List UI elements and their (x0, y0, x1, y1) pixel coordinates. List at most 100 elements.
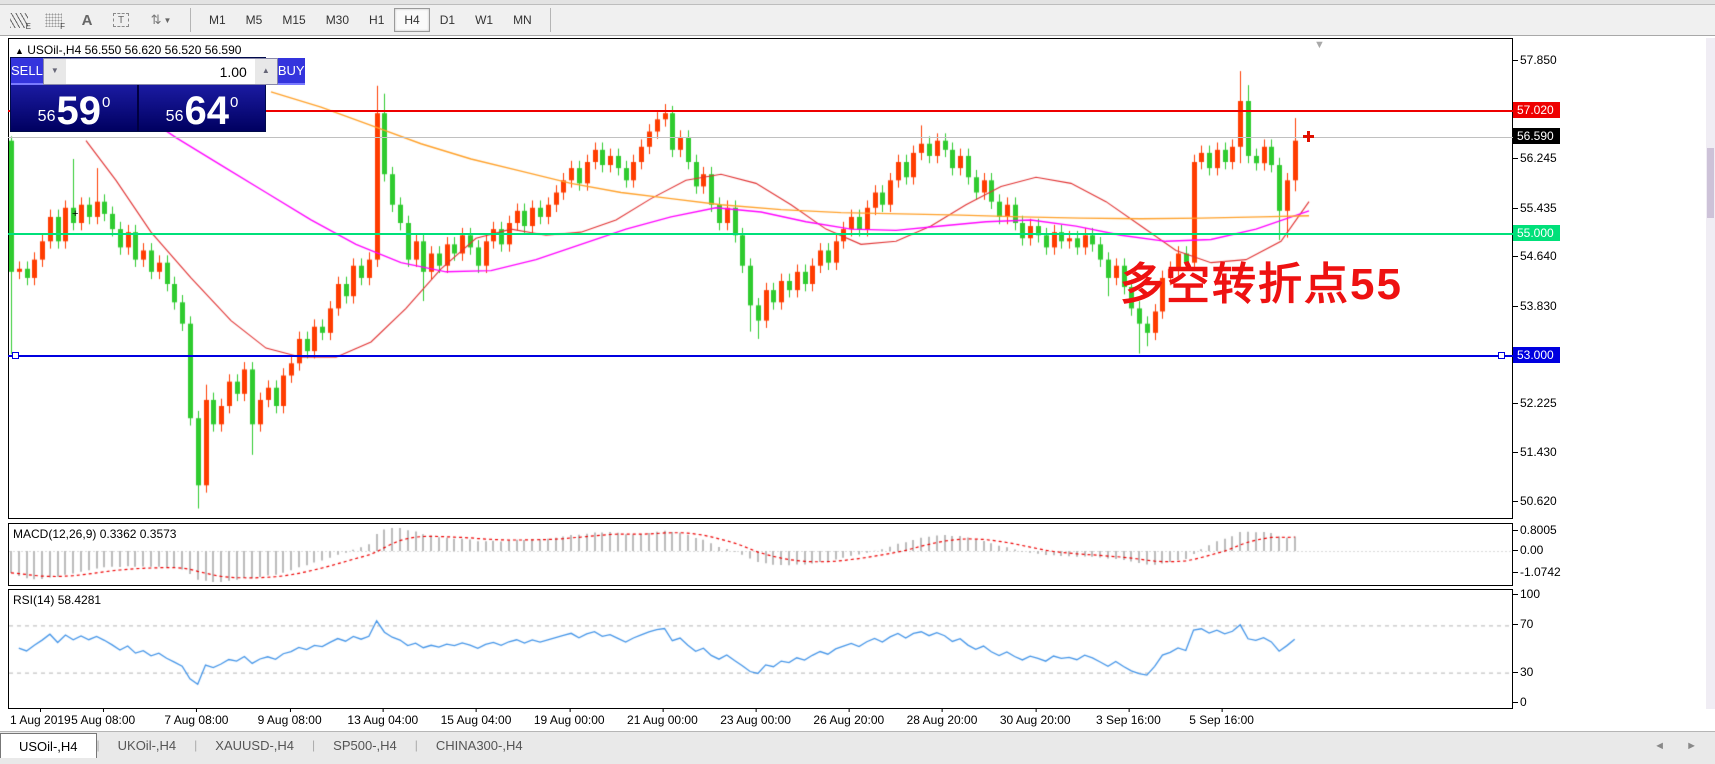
volume-stepper: ▼ ▲ (42, 58, 278, 85)
timeframe-h4[interactable]: H4 (394, 8, 430, 32)
hatch-glyph (10, 12, 28, 28)
price-line-badge: 57.020 (1513, 102, 1560, 118)
time-tick-label: 5 Sep 16:00 (1189, 709, 1254, 727)
chart-tab-xauusd[interactable]: XAUUSD-,H4 (215, 738, 295, 753)
tab-separator: | (194, 738, 198, 752)
price-tick-label: 54.640 (1513, 249, 1557, 264)
chart-tab-usoil[interactable]: USOil-,H4 (0, 733, 97, 758)
upper-toolbar-sliver (0, 0, 1715, 5)
icon-sub-letter: F (60, 22, 65, 31)
vertical-scrollbar[interactable] (1706, 38, 1715, 709)
scrollbar-thumb[interactable] (1707, 148, 1714, 218)
sell-button[interactable]: SELL (11, 58, 43, 85)
timeframe-mn[interactable]: MN (513, 13, 532, 27)
volume-input[interactable] (65, 59, 255, 84)
time-tick-label: 23 Aug 00:00 (720, 709, 791, 727)
chart-tab-ukoil[interactable]: UKOil-,H4 (117, 738, 177, 753)
time-tick-label: 28 Aug 20:00 (906, 709, 978, 727)
chart-tab-bar: USOil-,H4 | UKOil-,H4 | XAUUSD-,H4 | SP500-,H4… (0, 731, 1715, 764)
timeframe-m30[interactable]: M30 (325, 13, 350, 27)
time-tick-label: 7 Aug 08:00 (164, 709, 229, 727)
macd-panel: MACD(12,26,9) 0.3362 0.3573 (8, 523, 1513, 586)
buy-price-box[interactable]: 56 64 0 (139, 85, 265, 131)
rsi-axis-label: 70 (1512, 617, 1534, 632)
tabs-scroll-left-icon[interactable]: ◄ (1654, 740, 1666, 752)
time-tick-label: 26 Aug 20:00 (813, 709, 885, 727)
rsi-panel: RSI(14) 58.4281 (8, 589, 1513, 709)
rsi-label: RSI(14) 58.4281 (13, 593, 101, 607)
price-arrow-marker-icon[interactable] (1303, 131, 1314, 142)
price-tick-label: 56.245 (1513, 151, 1557, 166)
line-drag-handle[interactable] (12, 352, 19, 360)
time-tick-label: 13 Aug 04:00 (347, 709, 419, 727)
chart-annotation-text: 多空转折点55 (1120, 260, 1403, 309)
chart-tab-china300[interactable]: CHINA300-,H4 (435, 738, 523, 753)
arrange-objects-icon[interactable]: ⇅ ▼ (140, 8, 182, 32)
macd-name: MACD(12,26,9) (13, 527, 97, 541)
sell-price-sup: 0 (101, 94, 111, 111)
price-tick-label: 52.225 (1513, 396, 1557, 411)
symbol-info: ▲ USOil-,H4 56.550 56.620 56.520 56.590 (15, 43, 241, 57)
tabs-scroll-right-icon[interactable]: ► (1686, 740, 1697, 752)
buy-price-sup: 0 (229, 94, 239, 111)
toolbar: E F A T ⇅ ▼ M1 M5 M15 M30 H1 H4 D1 W1 MN (0, 5, 1715, 36)
time-tick-label: 1 Aug 2019 (10, 709, 71, 727)
timeframe-d1[interactable]: D1 (439, 13, 456, 27)
icon-letter: T (113, 13, 129, 27)
pattern-indicator-icon[interactable]: E (4, 8, 34, 32)
macd-axis-label: 0.00 (1512, 543, 1544, 557)
support-line[interactable] (8, 352, 1513, 360)
symbol-ohlc-text: USOil-,H4 56.550 56.620 56.520 56.590 (27, 43, 242, 57)
timeframe-w1[interactable]: W1 (475, 13, 494, 27)
line-drag-handle[interactable] (1498, 352, 1505, 360)
buy-button[interactable]: BUY (277, 58, 305, 85)
time-tick-label: 5 Aug 08:00 (71, 709, 136, 727)
tab-separator: | (312, 738, 316, 752)
timeframe-m15[interactable]: M15 (282, 13, 306, 27)
rsi-axis-label: 30 (1512, 664, 1534, 679)
text-label-icon[interactable]: A (72, 8, 102, 32)
buy-price-prefix: 56 (165, 108, 184, 125)
price-axis: 57.850 56.245 55.435 54.640 53.830 52.225 51.4… (1512, 38, 1703, 710)
current-price-badge: 56.590 (1513, 128, 1560, 145)
time-tick-label: 19 Aug 00:00 (533, 709, 605, 727)
rsi-axis-label: 100 (1512, 587, 1541, 601)
timeframe-h1[interactable]: H1 (369, 13, 385, 27)
time-axis: 1 Aug 2019 5 Aug 08:00 7 Aug 08:00 9 Aug 08… (8, 709, 1513, 731)
price-line-badge: 55.000 (1513, 225, 1560, 242)
timeframe-m1[interactable]: M1 (209, 13, 226, 27)
icon-letter: A (81, 11, 93, 29)
sell-price-big: 59 (56, 89, 101, 133)
time-tick-label: 15 Aug 04:00 (440, 709, 512, 727)
timeframe-group: M1 M5 M15 M30 H1 H4 D1 W1 MN (199, 8, 542, 32)
timeframe-m5[interactable]: M5 (245, 13, 263, 27)
price-line-badge: 53.000 (1513, 347, 1560, 364)
cross-marker-icon: + (72, 208, 79, 220)
resistance-line[interactable] (8, 110, 1513, 112)
macd-axis-label: -1.0742 (1513, 565, 1561, 579)
sell-price-box[interactable]: 56 59 0 (11, 85, 139, 131)
toolbar-separator (190, 8, 191, 32)
price-tick-label: 53.830 (1513, 298, 1557, 313)
rsi-name: RSI(14) (13, 593, 55, 607)
series-end-triangle-icon: ▼ (1314, 39, 1325, 51)
price-tick-label: 50.620 (1513, 494, 1557, 509)
grid-fibonacci-icon[interactable]: F (38, 8, 68, 32)
volume-increase-button[interactable]: ▲ (254, 59, 277, 84)
tab-separator: | (414, 738, 418, 752)
price-tick-label: 51.430 (1513, 444, 1557, 459)
tab-separator: | (96, 738, 100, 752)
text-box-icon[interactable]: T (106, 8, 136, 32)
price-tick-label: 57.850 (1513, 53, 1557, 68)
macd-values: 0.3362 0.3573 (99, 527, 177, 541)
volume-decrease-button[interactable]: ▼ (43, 59, 66, 84)
rsi-value: 58.4281 (57, 593, 102, 607)
time-tick-label: 3 Sep 16:00 (1096, 709, 1161, 727)
price-tick-label: 55.435 (1513, 200, 1557, 215)
icon-sub-letter: E (25, 22, 31, 31)
chart-tab-sp500[interactable]: SP500-,H4 (333, 738, 397, 753)
pivot-line[interactable] (8, 233, 1513, 236)
tab-navigation: ◄ ► (1636, 740, 1697, 752)
one-click-trading-panel: SELL ▼ ▲ BUY 56 59 0 56 64 0 (10, 57, 305, 132)
current-price-line (8, 137, 1513, 139)
